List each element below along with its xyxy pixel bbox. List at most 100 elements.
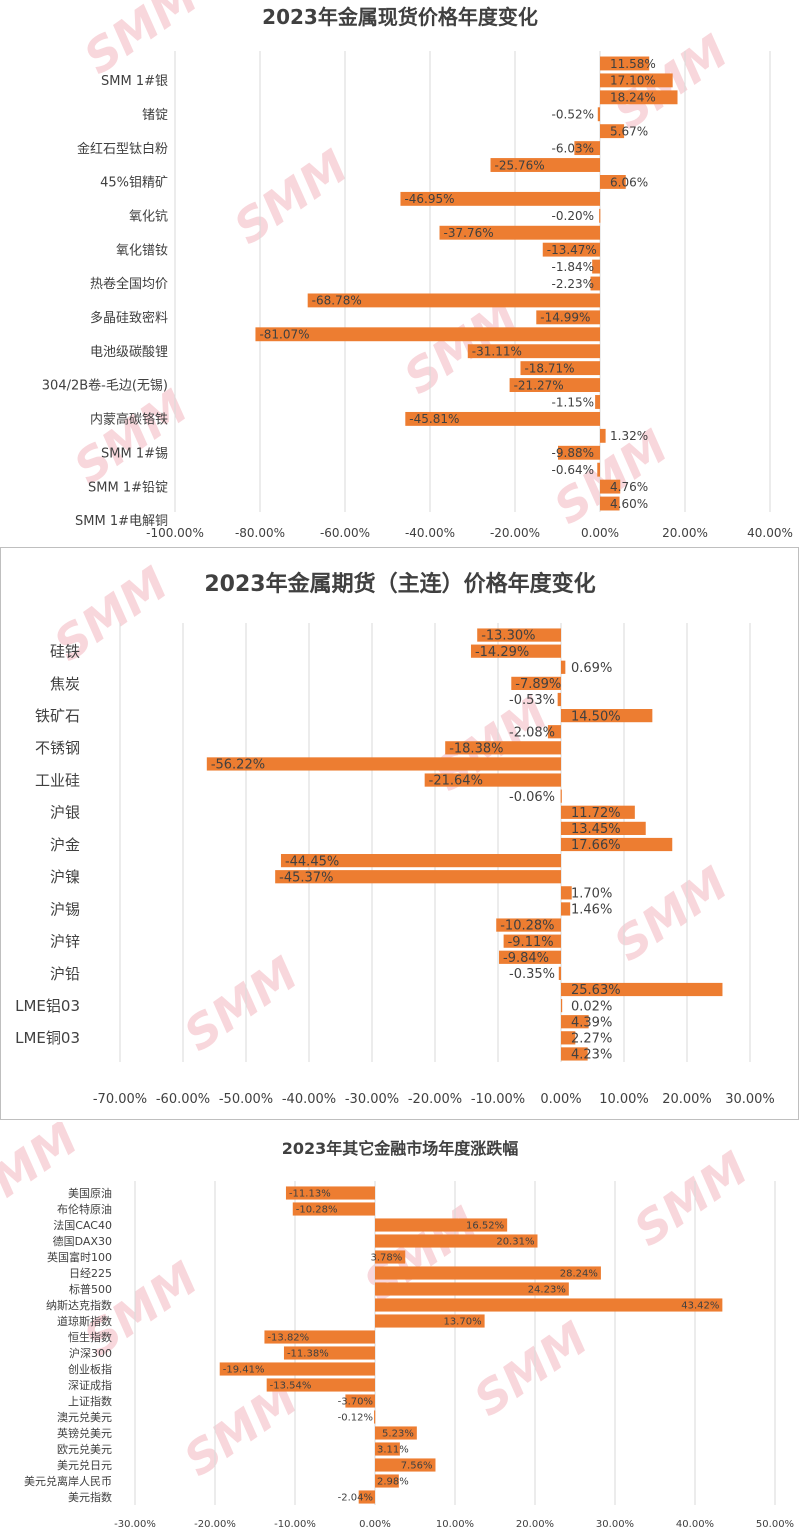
category-label: 美国原油 xyxy=(68,1186,112,1200)
category-label: 英镑兑美元 xyxy=(57,1426,112,1440)
data-label: -7.89% xyxy=(515,677,561,692)
x-tick-label: -70.00% xyxy=(93,1092,147,1107)
data-label: -46.95% xyxy=(404,192,454,206)
bar xyxy=(561,902,571,916)
x-tick-label: 0.00% xyxy=(581,526,619,540)
watermark-logo: SMM xyxy=(74,0,207,85)
data-label: -13.82% xyxy=(267,1333,309,1344)
watermark-logo: SMM xyxy=(624,1141,757,1257)
data-label: -18.38% xyxy=(449,742,503,757)
x-tick-label: 10.00% xyxy=(599,1092,649,1107)
bar xyxy=(600,73,673,88)
bar xyxy=(511,676,561,690)
data-label: -14.99% xyxy=(540,311,590,325)
data-label: 28.24% xyxy=(560,1269,598,1280)
data-label: -0.12% xyxy=(338,1413,373,1424)
bar xyxy=(374,1410,376,1424)
category-label: 电池级碳酸锂 xyxy=(90,345,168,360)
data-label: -13.54% xyxy=(270,1381,312,1392)
bar xyxy=(600,90,678,105)
data-label: -1.15% xyxy=(552,395,594,409)
data-label: 14.50% xyxy=(571,709,621,724)
bar xyxy=(574,141,600,156)
bar xyxy=(375,1426,417,1440)
x-tick-label: -10.00% xyxy=(471,1092,525,1107)
category-label: 沪镍 xyxy=(50,868,80,886)
category-label: 英国富时100 xyxy=(47,1250,112,1264)
category-label: 铁矿石 xyxy=(35,707,80,725)
bar xyxy=(499,950,561,964)
data-label: 17.10% xyxy=(610,74,656,88)
bar xyxy=(375,1266,601,1280)
data-label: 2.27% xyxy=(571,1032,612,1047)
watermark-logo: SMM xyxy=(64,379,197,495)
bar xyxy=(557,692,561,707)
data-label: 3.11% xyxy=(377,1445,409,1456)
bar xyxy=(520,361,600,376)
data-label: 13.45% xyxy=(571,822,621,837)
x-tick-label: 20.00% xyxy=(516,1519,554,1530)
category-label: 沪锡 xyxy=(50,900,80,918)
data-label: -0.53% xyxy=(509,693,555,708)
data-label: -9.84% xyxy=(503,951,549,966)
category-label: 不锈钢 xyxy=(35,739,80,757)
data-label: -14.29% xyxy=(475,645,529,660)
x-tick-label: -80.00% xyxy=(235,526,285,540)
category-label: 工业硅 xyxy=(35,771,80,789)
category-label: 欧元兑美元 xyxy=(57,1442,112,1456)
bar xyxy=(275,870,561,884)
bar xyxy=(560,789,562,803)
bar xyxy=(264,1330,375,1344)
data-label: 43.42% xyxy=(681,1301,719,1312)
x-tick-label: -30.00% xyxy=(345,1092,399,1107)
bar xyxy=(600,428,606,443)
data-label: -37.76% xyxy=(444,226,494,240)
bar xyxy=(358,1490,375,1504)
category-label: 硅铁 xyxy=(50,643,80,661)
data-label: 4.39% xyxy=(571,1015,612,1030)
category-label: 锗锭 xyxy=(142,108,168,123)
bar xyxy=(561,1047,588,1061)
data-label: -0.52% xyxy=(552,108,594,122)
chart-frame xyxy=(0,547,799,1120)
x-tick-label: 30.00% xyxy=(596,1519,634,1530)
bar xyxy=(280,854,561,868)
category-label: 热卷全国均价 xyxy=(90,276,168,292)
category-label: 沪金 xyxy=(50,836,80,854)
x-tick-label: -100.00% xyxy=(146,526,204,540)
category-label: SMM 1#铅锭 xyxy=(88,480,168,495)
chart-title: 2023年金属期货（主连）价格年度变化 xyxy=(204,571,595,597)
x-tick-label: -60.00% xyxy=(320,526,370,540)
bar xyxy=(561,821,646,835)
category-label: 沪深300 xyxy=(69,1346,112,1360)
bar xyxy=(590,276,600,291)
bar xyxy=(375,1234,538,1248)
data-label: -13.30% xyxy=(481,629,535,644)
category-label: 深证成指 xyxy=(68,1378,112,1392)
data-label: -18.71% xyxy=(524,361,574,375)
data-label: 4.23% xyxy=(571,1048,612,1063)
data-label: -13.47% xyxy=(547,243,597,257)
x-tick-label: -60.00% xyxy=(156,1092,210,1107)
data-label: -10.28% xyxy=(296,1205,338,1216)
data-label: -56.22% xyxy=(211,758,265,773)
bar xyxy=(503,934,561,948)
data-label: -19.41% xyxy=(223,1365,265,1376)
category-label: 氧化镨钕 xyxy=(116,242,168,258)
bar xyxy=(255,327,600,342)
category-label: 焦炭 xyxy=(50,675,80,693)
data-label: -21.64% xyxy=(429,774,483,789)
category-label: SMM 1#电解铜 xyxy=(75,514,168,529)
bar xyxy=(561,837,673,852)
data-label: 1.32% xyxy=(610,429,648,443)
watermark-logo: SMM xyxy=(174,946,307,1062)
category-label: 上证指数 xyxy=(68,1394,112,1408)
bar xyxy=(561,805,635,819)
category-label: 45%钼精矿 xyxy=(100,176,168,191)
data-label: 17.66% xyxy=(571,838,621,853)
bar xyxy=(439,225,600,240)
x-tick-label: 0.00% xyxy=(540,1092,581,1107)
category-label: 沪银 xyxy=(50,804,80,822)
bar xyxy=(375,1298,723,1312)
bar xyxy=(424,773,561,787)
